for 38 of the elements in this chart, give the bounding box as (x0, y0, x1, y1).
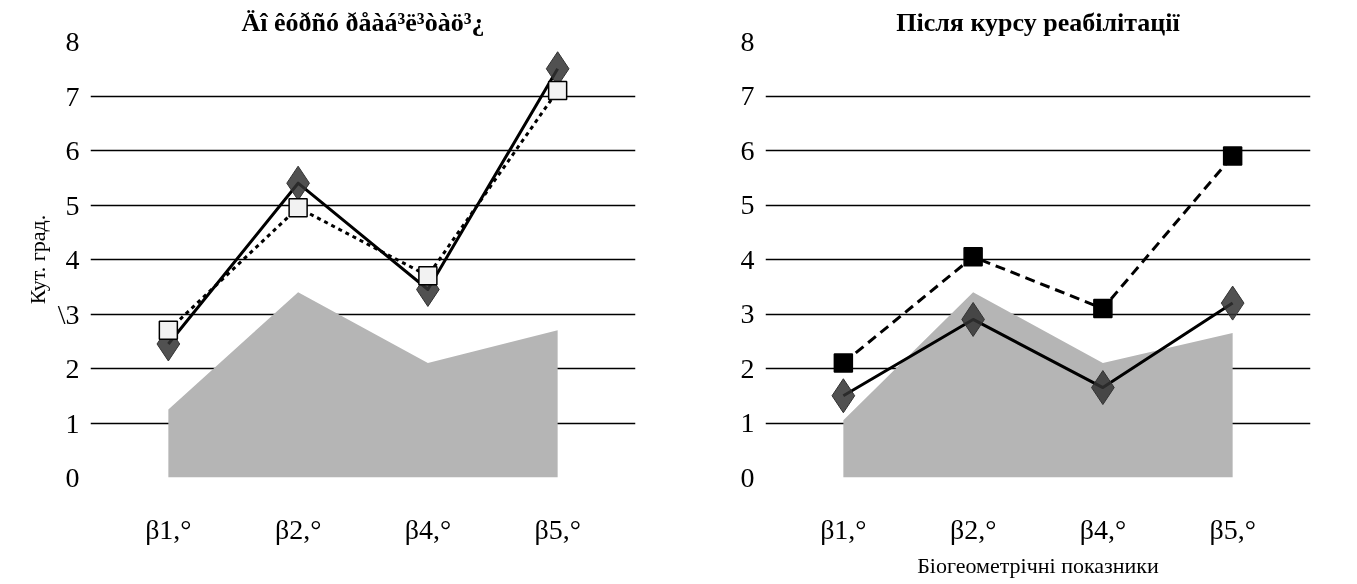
chart-title: Äî êóðñó ðåàá³ë³òàö³¿ (241, 7, 485, 37)
point (1222, 146, 1243, 166)
point (418, 266, 438, 286)
point (158, 320, 179, 341)
y-tick-label: 4 (740, 243, 755, 275)
y-tick-label: 1 (65, 407, 80, 439)
y-tick-label: 3 (740, 298, 755, 329)
x-tick-label: β1,° (145, 513, 192, 545)
y-tick-label: 2 (65, 353, 80, 384)
x-tick-label: β5,° (534, 513, 581, 545)
y-tick-label: 8 (740, 25, 755, 57)
x-tick-label: β2,° (274, 513, 322, 545)
y-tick-label: 8 (65, 26, 80, 57)
x-tick-label: β5,° (1209, 513, 1256, 545)
y-tick-label: 0 (740, 461, 755, 493)
y-tick-label: \3 (57, 298, 80, 330)
y-tick-label: 5 (740, 189, 755, 220)
y-axis-title: Кут. град. (24, 214, 50, 305)
y-tick-label: 5 (65, 189, 80, 221)
x-axis-title: Біогеометрічні показники (917, 552, 1159, 578)
point (547, 80, 568, 101)
x-tick-label: β2,° (949, 513, 997, 545)
point (833, 353, 854, 373)
y-tick-label: 2 (740, 352, 755, 384)
y-tick-label: 4 (65, 244, 80, 275)
y-tick-label: 6 (65, 135, 80, 166)
x-tick-label: β1,° (820, 513, 867, 545)
y-tick-label: 7 (740, 80, 755, 111)
y-tick-label: 6 (740, 134, 755, 166)
x-tick-label: β4,° (1079, 513, 1127, 545)
point (1093, 298, 1113, 319)
y-tick-label: 7 (65, 80, 80, 112)
chart-title: Після курсу реабілітації (896, 7, 1181, 37)
x-tick-label: β4,° (404, 513, 452, 545)
y-tick-label: 0 (65, 462, 80, 493)
point (963, 247, 983, 267)
y-tick-label: 1 (740, 407, 755, 438)
point (288, 197, 308, 218)
